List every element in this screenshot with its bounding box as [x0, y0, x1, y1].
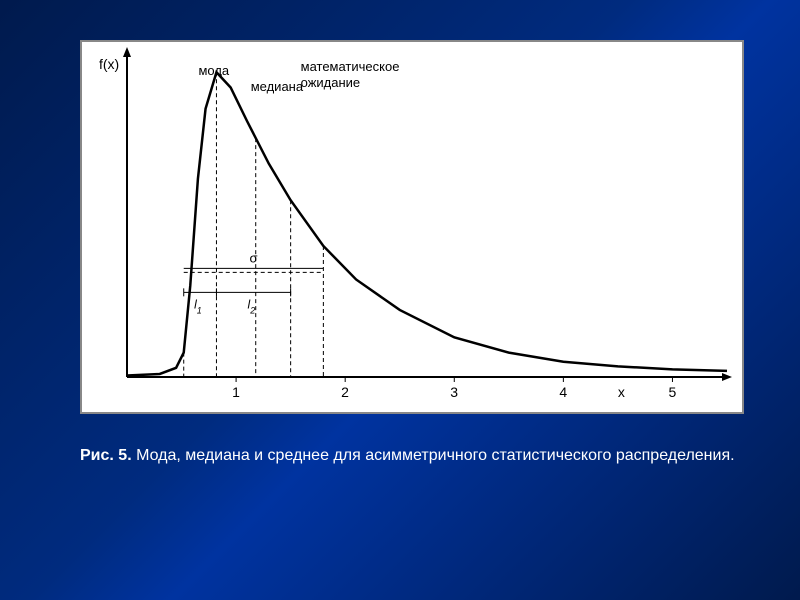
density-curve: [127, 72, 727, 375]
x-axis-label: x: [618, 384, 625, 400]
mode-label: мода: [198, 63, 229, 78]
x-tick: 4: [559, 384, 567, 400]
x-tick: 3: [450, 384, 458, 400]
figure-caption: Рис. 5. Мода, медиана и среднее для асим…: [80, 445, 740, 467]
sigma-label: σ: [250, 250, 258, 265]
distribution-chart: f(x) 1 2 3 4 5 x мода медиана математическоеожида…: [82, 42, 742, 412]
chart-panel: f(x) 1 2 3 4 5 x мода медиана математическоеожида…: [80, 40, 744, 414]
caption-text: Мода, медиана и среднее для асимметрично…: [136, 447, 734, 464]
caption-prefix: Рис. 5.: [80, 447, 132, 464]
mean-label-1: математическое: [301, 59, 400, 74]
median-label: медиана: [251, 79, 304, 94]
x-tick: 1: [232, 384, 240, 400]
x-tick: 5: [668, 384, 676, 400]
l2-label: l2: [248, 297, 256, 315]
x-tick: 2: [341, 384, 349, 400]
l1-label: l1: [194, 297, 202, 315]
slide: f(x) 1 2 3 4 5 x мода медиана математическоеожида…: [0, 0, 800, 600]
mean-label-2: ожидание: [301, 75, 361, 90]
y-axis-label: f(x): [99, 56, 119, 72]
